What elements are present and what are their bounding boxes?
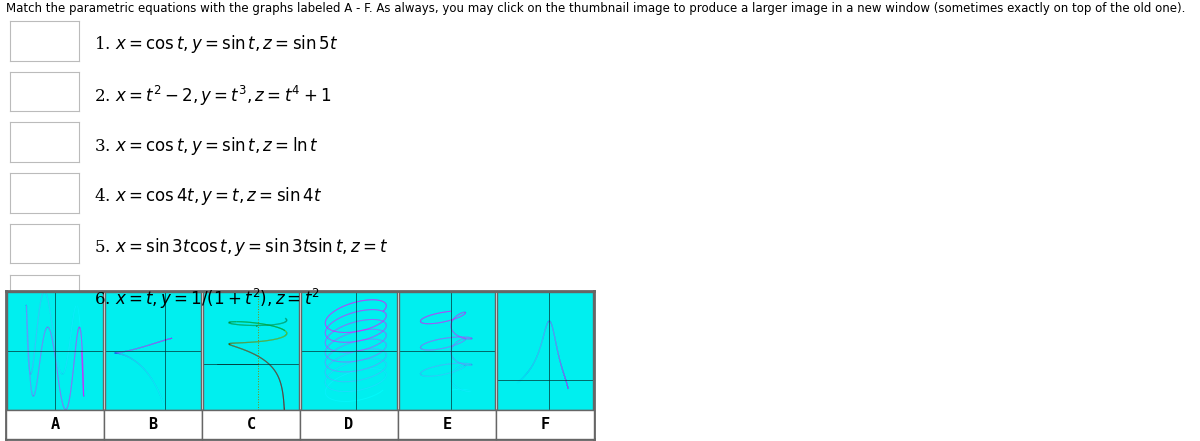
Text: A: A [50,417,60,432]
Text: B: B [149,417,157,432]
Text: 6. $x = t, y = 1/(1 + t^2), z = t^2$: 6. $x = t, y = 1/(1 + t^2), z = t^2$ [94,287,319,311]
Text: 2. $x = t^2 - 2, y = t^3, z = t^4 + 1$: 2. $x = t^2 - 2, y = t^3, z = t^4 + 1$ [94,84,331,108]
Text: 5. $x = \sin 3t \cos t, y = \sin 3t \sin t, z = t$: 5. $x = \sin 3t \cos t, y = \sin 3t \sin… [94,236,388,258]
Text: D: D [344,417,354,432]
Text: 1. $x = \cos t, y = \sin t, z = \sin 5t$: 1. $x = \cos t, y = \sin t, z = \sin 5t$ [94,33,337,55]
Text: 4. $x = \cos 4t, y = t, z = \sin 4t$: 4. $x = \cos 4t, y = t, z = \sin 4t$ [94,185,322,207]
Text: Match the parametric equations with the graphs labeled A - F. As always, you may: Match the parametric equations with the … [6,2,1186,15]
Text: 3. $x = \cos t, y = \sin t, z = \ln t$: 3. $x = \cos t, y = \sin t, z = \ln t$ [94,135,318,157]
Text: C: C [246,417,256,432]
Text: F: F [540,417,550,432]
Text: E: E [443,417,451,432]
